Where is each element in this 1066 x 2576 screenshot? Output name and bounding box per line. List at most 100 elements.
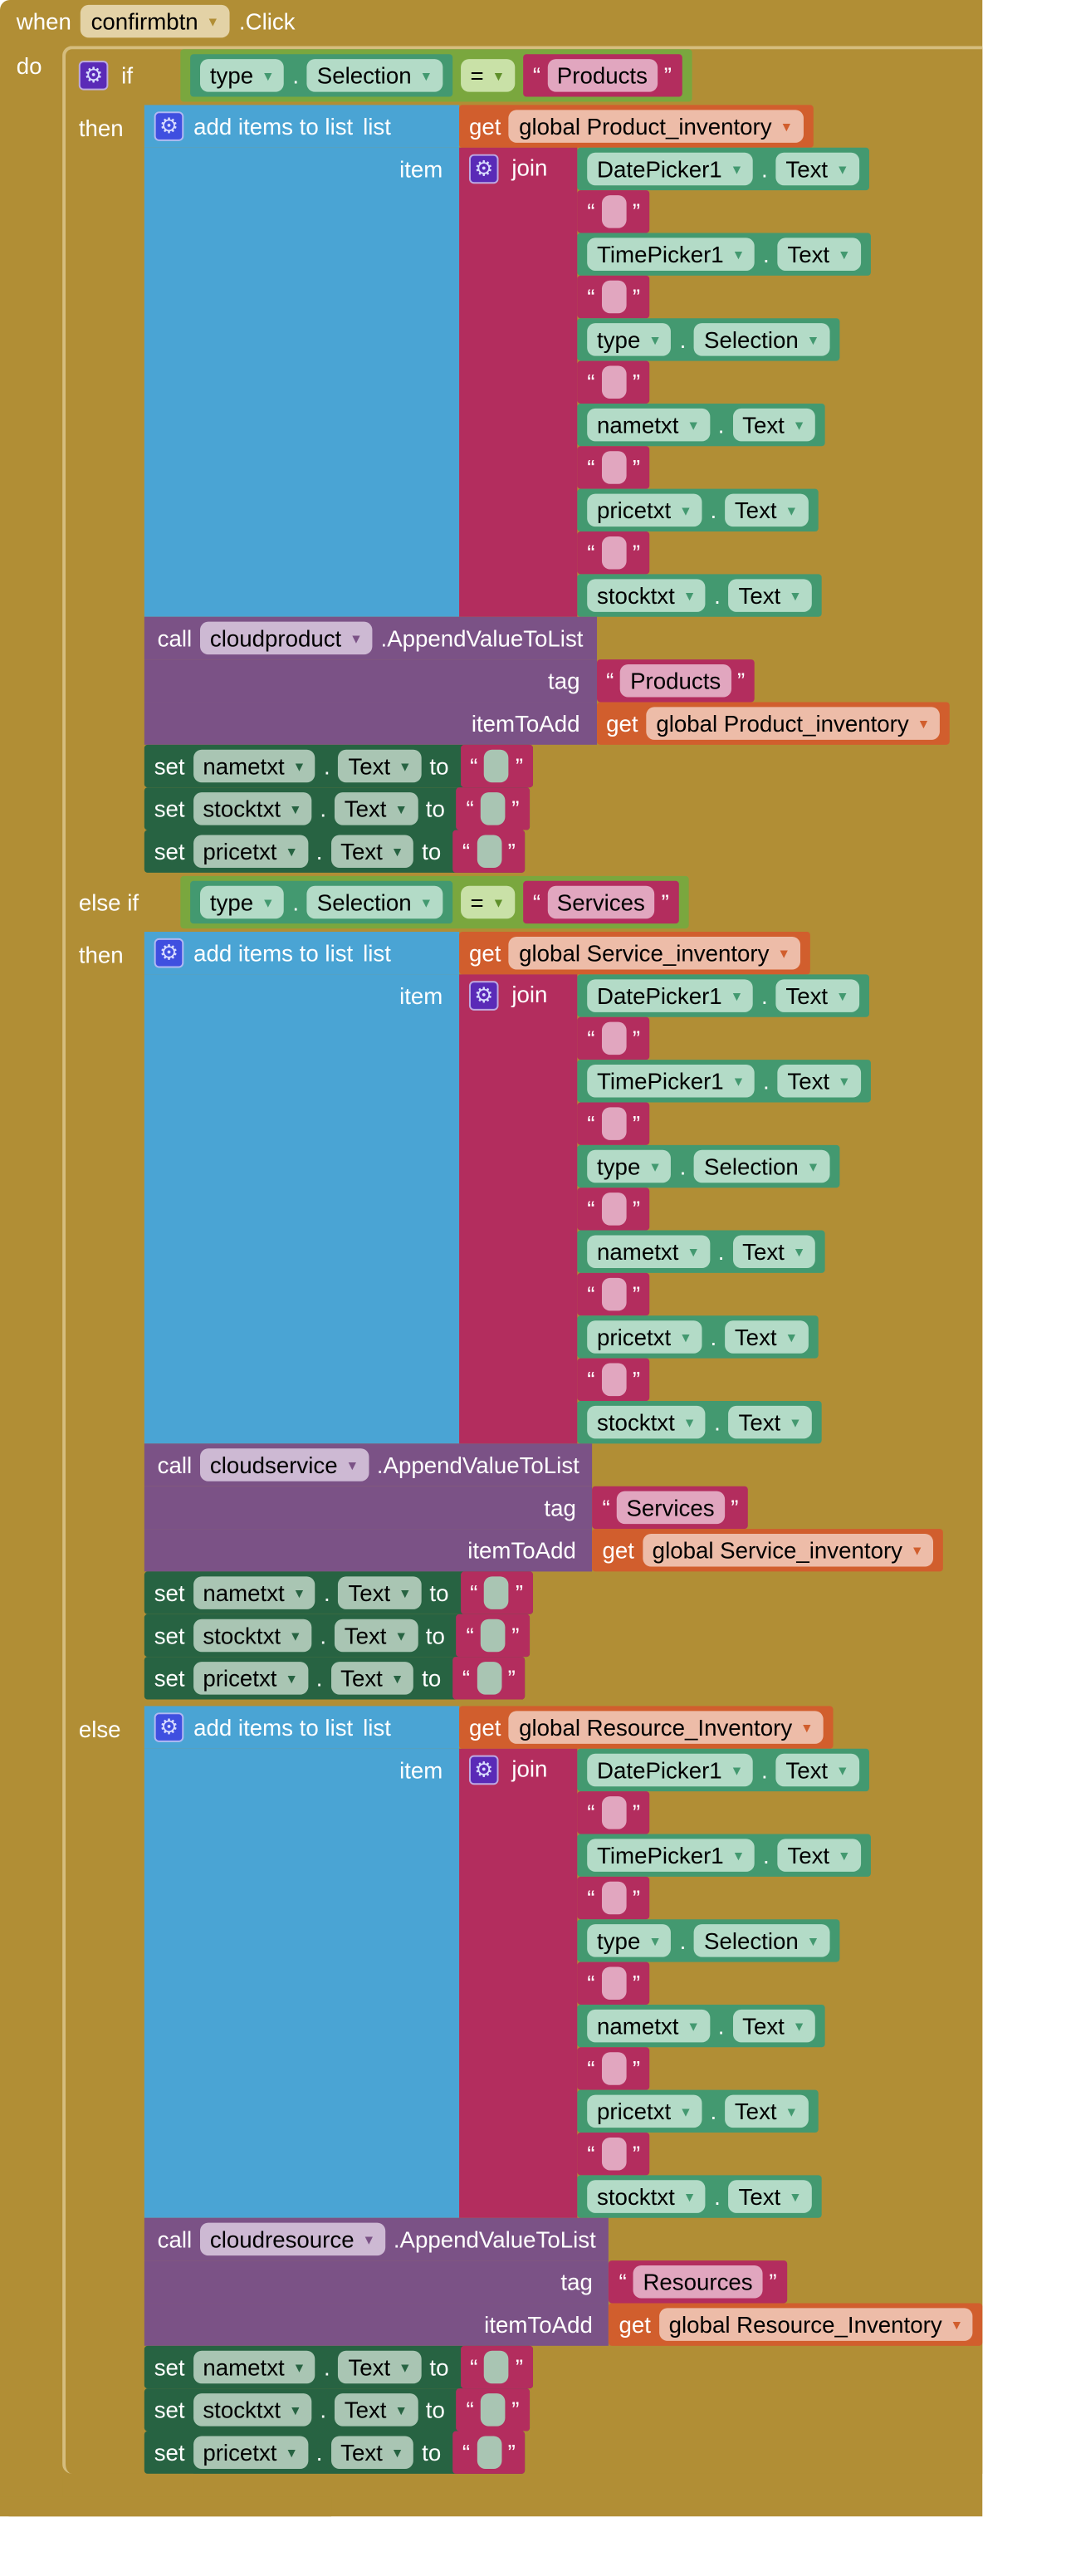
text-value-field[interactable] [477, 2436, 501, 2469]
text-string-block[interactable]: “” [577, 1876, 650, 1920]
text-string-block[interactable]: “” [452, 1657, 526, 1700]
join-block[interactable]: ⚙ join DatePicker1 ▼. Text ▼ “” TimePicker1 ▼. Te… [459, 1748, 871, 2218]
component-dropdown[interactable]: stocktxt ▼ [587, 579, 707, 612]
text-value-field[interactable] [601, 451, 626, 484]
component-dropdown[interactable]: pricetxt ▼ [587, 2094, 702, 2128]
property-dropdown[interactable]: Text ▼ [777, 1839, 861, 1872]
gear-icon[interactable]: ⚙ [468, 154, 499, 184]
text-value-field[interactable] [601, 1193, 626, 1226]
property-dropdown[interactable]: Selection ▼ [306, 885, 443, 919]
property-dropdown[interactable]: Selection ▼ [694, 1924, 830, 1957]
component-getter-block[interactable]: type ▼. Selection ▼ [577, 1919, 840, 1962]
property-dropdown[interactable]: Text ▼ [732, 1235, 816, 1268]
set-component-dropdown[interactable]: stocktxt ▼ [193, 2393, 312, 2427]
set-component-dropdown[interactable]: stocktxt ▼ [193, 792, 312, 825]
property-dropdown[interactable]: Text ▼ [725, 1320, 808, 1354]
call-component-dropdown[interactable]: cloudproduct ▼ [200, 621, 373, 655]
component-dropdown[interactable]: pricetxt ▼ [587, 493, 702, 527]
component-dropdown[interactable]: DatePicker1 ▼ [587, 979, 754, 1012]
component-dropdown[interactable]: nametxt ▼ [587, 2009, 710, 2043]
variable-dropdown[interactable]: global Product_inventory ▼ [646, 707, 941, 740]
set-property-block[interactable]: set nametxt ▼. Text ▼ to “” [144, 744, 533, 788]
text-value-field[interactable] [484, 749, 509, 783]
set-component-dropdown[interactable]: stocktxt ▼ [193, 1619, 312, 1653]
text-value-field[interactable]: Products [620, 664, 731, 698]
text-value-field[interactable] [484, 2350, 509, 2384]
set-property-block[interactable]: set nametxt ▼. Text ▼ to “” [144, 2345, 533, 2389]
property-dropdown[interactable]: Text ▼ [728, 1405, 812, 1439]
get-variable-block[interactable]: get global Product_inventory ▼ [596, 702, 950, 745]
text-value-field[interactable] [601, 1021, 626, 1055]
text-string-block[interactable]: “” [577, 190, 650, 233]
get-variable-block[interactable]: get global Product_inventory ▼ [459, 105, 813, 148]
set-property-dropdown[interactable]: Text ▼ [334, 792, 418, 825]
text-string-block[interactable]: “” [577, 360, 650, 404]
text-string-block[interactable]: “ Services ” [522, 880, 679, 924]
set-property-dropdown[interactable]: Text ▼ [330, 2436, 414, 2469]
text-value-field[interactable] [601, 1966, 626, 2001]
component-getter-block[interactable]: TimePicker1 ▼. Text ▼ [577, 1060, 871, 1103]
add-items-to-list-block[interactable]: ⚙ add items to list list get global Resource… [144, 1706, 871, 2218]
get-variable-block[interactable]: get global Resource_Inventory ▼ [459, 1706, 834, 1749]
variable-dropdown[interactable]: global Resource_Inventory ▼ [658, 2308, 974, 2341]
text-value-field[interactable] [601, 2052, 626, 2085]
call-append-value-block[interactable]: call cloudservice ▼ .AppendValueToList tag “ S… [144, 1443, 944, 1572]
text-string-block[interactable]: “” [460, 2345, 533, 2389]
set-component-dropdown[interactable]: pricetxt ▼ [193, 1662, 308, 1695]
text-string-block[interactable]: “” [577, 1102, 650, 1145]
call-append-value-block[interactable]: call cloudresource ▼ .AppendValueToList tag “… [144, 2217, 983, 2346]
property-dropdown[interactable]: Text ▼ [777, 1065, 861, 1098]
text-string-block[interactable]: “” [577, 1016, 650, 1060]
text-value-field[interactable] [601, 195, 626, 228]
component-getter-block[interactable]: DatePicker1 ▼. Text ▼ [577, 1748, 869, 1792]
text-string-block[interactable]: “ Services ” [592, 1486, 749, 1530]
text-string-block[interactable]: “” [577, 1961, 650, 2005]
component-dropdown[interactable]: pricetxt ▼ [587, 1320, 702, 1354]
text-string-block[interactable]: “” [577, 1358, 650, 1401]
text-string-block[interactable]: “” [577, 531, 650, 575]
gear-icon[interactable]: ⚙ [154, 111, 184, 141]
gear-icon[interactable]: ⚙ [154, 938, 184, 968]
text-value-field[interactable]: Services [616, 1491, 725, 1525]
component-getter-block[interactable]: nametxt ▼. Text ▼ [577, 403, 826, 447]
get-variable-block[interactable]: get global Service_inventory ▼ [459, 932, 810, 975]
component-getter-block[interactable]: TimePicker1 ▼. Text ▼ [577, 1834, 871, 1877]
gear-icon[interactable]: ⚙ [78, 61, 109, 91]
text-string-block[interactable]: “ Products ” [596, 659, 755, 703]
component-getter-block[interactable]: nametxt ▼. Text ▼ [577, 2004, 826, 2048]
property-dropdown[interactable]: Text ▼ [777, 238, 861, 271]
component-dropdown[interactable]: type ▼ [587, 323, 672, 356]
text-value-field[interactable] [601, 280, 626, 314]
set-property-block[interactable]: set stocktxt ▼. Text ▼ to “” [144, 787, 530, 830]
component-getter-block[interactable]: DatePicker1 ▼. Text ▼ [577, 974, 869, 1017]
operator-dropdown[interactable]: = ▼ [460, 59, 516, 92]
text-string-block[interactable]: “” [456, 2388, 530, 2432]
set-property-block[interactable]: set stocktxt ▼. Text ▼ to “” [144, 2388, 530, 2432]
set-component-dropdown[interactable]: nametxt ▼ [193, 749, 316, 783]
text-value-field[interactable] [480, 1619, 506, 1653]
component-dropdown[interactable]: stocktxt ▼ [587, 2180, 707, 2213]
property-dropdown[interactable]: Text ▼ [725, 493, 808, 527]
variable-dropdown[interactable]: global Product_inventory ▼ [509, 110, 803, 143]
component-dropdown[interactable]: DatePicker1 ▼ [587, 152, 754, 186]
set-property-dropdown[interactable]: Text ▼ [334, 1619, 418, 1653]
text-value-field[interactable] [601, 1107, 626, 1140]
text-value-field[interactable] [601, 1881, 626, 1915]
gear-icon[interactable]: ⚙ [468, 981, 499, 1011]
add-items-to-list-block[interactable]: ⚙ add items to list list get global Product_… [144, 105, 871, 617]
text-value-field[interactable] [480, 792, 506, 825]
property-dropdown[interactable]: Text ▼ [775, 152, 859, 186]
component-dropdown[interactable]: stocktxt ▼ [587, 1405, 707, 1439]
compare-block[interactable]: type ▼. Selection ▼ = ▼ “Products” [180, 49, 692, 102]
text-value-field[interactable] [601, 1363, 626, 1397]
component-dropdown[interactable]: nametxt ▼ [587, 408, 710, 442]
set-property-block[interactable]: set stocktxt ▼. Text ▼ to “” [144, 1614, 530, 1658]
call-append-value-block[interactable]: call cloudproduct ▼ .AppendValueToList tag “ P… [144, 616, 950, 745]
property-dropdown[interactable]: Text ▼ [728, 579, 812, 612]
get-variable-block[interactable]: get global Resource_Inventory ▼ [609, 2303, 983, 2346]
text-value-field[interactable] [601, 365, 626, 399]
set-component-dropdown[interactable]: nametxt ▼ [193, 1576, 316, 1609]
component-getter-block[interactable]: type ▼. Selection ▼ [577, 1144, 840, 1188]
text-value-field[interactable] [601, 1277, 626, 1311]
component-getter-block[interactable]: nametxt ▼. Text ▼ [577, 1230, 826, 1273]
